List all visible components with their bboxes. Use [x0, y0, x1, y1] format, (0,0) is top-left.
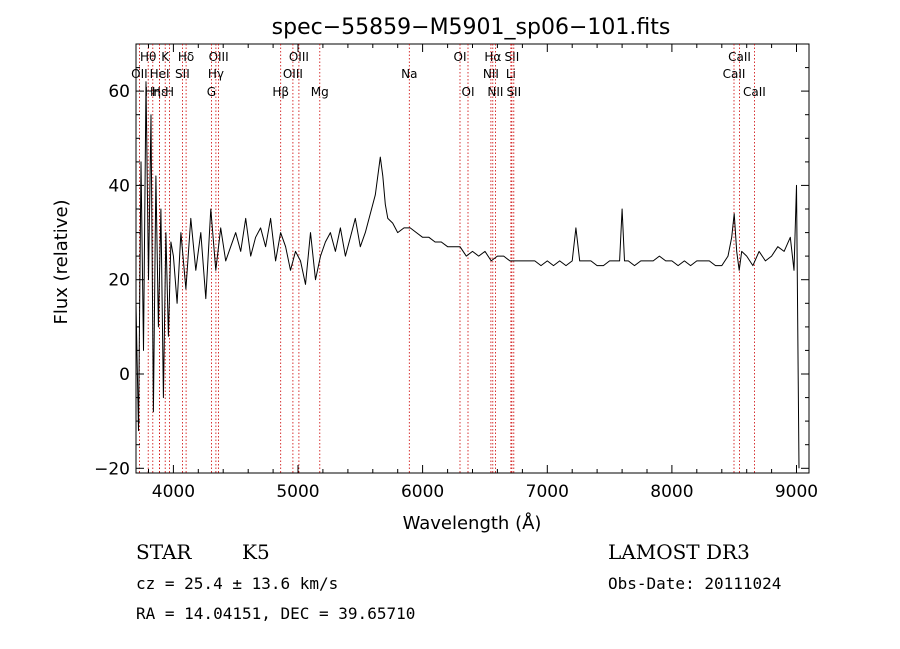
- chart-title: spec−55859−M5901_sp06−101.fits: [272, 15, 671, 40]
- redshift-cz: cz = 25.4 ± 13.6 km/s: [136, 574, 339, 593]
- x-axis-label: Wavelength (Å): [403, 512, 542, 534]
- spectrum-series: [135, 81, 800, 469]
- line-label-27: CaII: [743, 85, 766, 99]
- y-tick-label-3: 40: [108, 176, 130, 196]
- y-tick-label-0: −20: [94, 459, 130, 479]
- object-class: STAR: [136, 540, 192, 564]
- line-label-24: SII: [506, 85, 521, 99]
- x-tick-label-4: 8000: [650, 482, 693, 502]
- line-label-23: NII: [487, 85, 503, 99]
- x-tick-label-2: 6000: [401, 482, 444, 502]
- plot-frame: [135, 43, 810, 474]
- line-label-16: Na: [401, 67, 417, 81]
- line-label-8: Hδ: [178, 50, 194, 64]
- line-label-2: Hη: [144, 85, 161, 99]
- survey-name: LAMOST DR3: [608, 540, 750, 564]
- line-label-3: Hε: [152, 85, 168, 99]
- line-label-25: CaII: [728, 50, 751, 64]
- line-label-18: OI: [462, 85, 475, 99]
- line-label-15: Mg: [311, 85, 329, 99]
- line-label-11: G: [207, 85, 216, 99]
- coordinates: RA = 14.04151, DEC = 39.65710: [136, 604, 416, 623]
- x-tick-label-3: 7000: [526, 482, 569, 502]
- line-label-19: Hα: [484, 50, 501, 64]
- y-tick-label-4: 60: [108, 82, 130, 102]
- line-label-17: OI: [454, 50, 467, 64]
- spectrum-line-0: [135, 81, 800, 469]
- line-label-7: H: [165, 85, 174, 99]
- axis-ticks: 4000 5000 6000 7000 8000 9000 −20 0 20 40 60: [94, 44, 818, 502]
- x-tick-label-5: 9000: [775, 482, 818, 502]
- line-label-4: K: [161, 50, 170, 64]
- line-label-10: Hγ: [208, 67, 224, 81]
- line-label-5: HeI: [150, 67, 170, 81]
- line-label-20: SII: [505, 50, 520, 64]
- y-tick-label-1: 0: [119, 365, 130, 385]
- y-axis-label: Flux (relative): [51, 199, 72, 324]
- line-label-1: OII: [131, 67, 148, 81]
- line-label-9: OIII: [209, 50, 229, 64]
- x-tick-label-0: 4000: [152, 482, 195, 502]
- y-tick-label-2: 20: [108, 271, 130, 291]
- x-tick-label-1: 5000: [276, 482, 319, 502]
- line-label-22: Li: [506, 67, 516, 81]
- line-label-14: Hβ: [272, 85, 289, 99]
- object-subclass: K5: [242, 540, 270, 564]
- observation-date: Obs-Date: 20111024: [608, 574, 782, 593]
- line-label-12: OIII: [289, 50, 309, 64]
- line-label-26: CaII: [723, 67, 746, 81]
- line-label-0: Hθ: [140, 50, 156, 64]
- line-label-13: OIII: [283, 67, 303, 81]
- line-label-6: SII: [175, 67, 190, 81]
- line-label-21: NII: [483, 67, 499, 81]
